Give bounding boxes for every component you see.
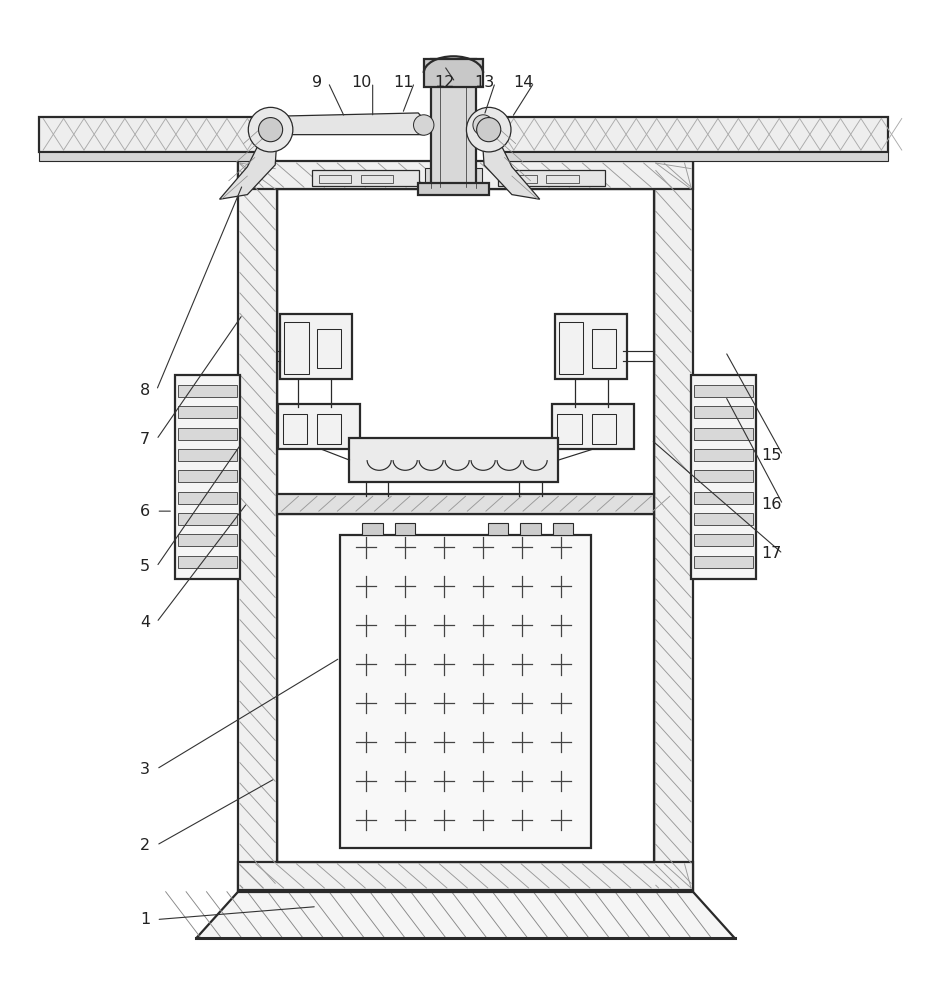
Bar: [38, 152, 271, 161]
Bar: [694, 556, 753, 568]
Bar: [38, 117, 271, 152]
Bar: [654, 161, 693, 890]
Bar: [694, 534, 753, 546]
Bar: [418, 183, 489, 195]
Text: 3: 3: [141, 762, 150, 777]
Circle shape: [259, 118, 283, 142]
Bar: [349, 438, 559, 482]
Bar: [317, 414, 341, 444]
Bar: [277, 189, 654, 494]
Bar: [555, 314, 627, 379]
Bar: [694, 428, 753, 440]
Bar: [691, 375, 756, 579]
Bar: [285, 322, 309, 374]
Bar: [178, 449, 237, 461]
Bar: [178, 534, 237, 546]
Bar: [694, 470, 753, 482]
Bar: [238, 161, 693, 189]
Bar: [694, 492, 753, 504]
Text: 16: 16: [762, 497, 782, 512]
Circle shape: [249, 107, 293, 152]
Bar: [178, 385, 237, 397]
Bar: [505, 175, 537, 183]
Text: 5: 5: [141, 559, 150, 574]
Bar: [278, 404, 359, 449]
Text: 14: 14: [513, 75, 533, 90]
Bar: [318, 175, 351, 183]
Bar: [175, 375, 240, 579]
Polygon shape: [482, 137, 540, 199]
Bar: [592, 329, 616, 368]
Text: 9: 9: [312, 75, 322, 90]
Bar: [694, 513, 753, 525]
Bar: [362, 523, 383, 535]
Text: 1: 1: [141, 912, 151, 927]
Bar: [312, 170, 419, 186]
Bar: [178, 428, 237, 440]
Bar: [694, 406, 753, 418]
Polygon shape: [220, 137, 277, 199]
Text: 4: 4: [141, 615, 150, 630]
Text: 10: 10: [351, 75, 371, 90]
Bar: [238, 161, 277, 890]
Bar: [592, 414, 616, 444]
Circle shape: [477, 118, 501, 142]
Circle shape: [413, 115, 434, 135]
Bar: [360, 175, 393, 183]
Bar: [424, 59, 483, 87]
Bar: [694, 449, 753, 461]
Polygon shape: [478, 113, 493, 135]
Text: 8: 8: [141, 383, 151, 398]
Bar: [560, 322, 584, 374]
Bar: [238, 862, 693, 890]
Polygon shape: [196, 892, 735, 938]
Bar: [340, 535, 591, 848]
Bar: [280, 314, 352, 379]
Circle shape: [473, 115, 493, 135]
Bar: [520, 523, 541, 535]
Bar: [178, 556, 237, 568]
Text: 17: 17: [762, 546, 782, 561]
Bar: [694, 385, 753, 397]
Bar: [277, 514, 654, 862]
Bar: [395, 523, 415, 535]
Bar: [277, 494, 654, 514]
Bar: [178, 492, 237, 504]
Text: 11: 11: [393, 75, 413, 90]
Text: 2: 2: [141, 838, 150, 853]
Bar: [425, 168, 482, 188]
Bar: [489, 152, 888, 161]
Text: 15: 15: [762, 448, 782, 463]
Text: 7: 7: [141, 432, 150, 447]
Bar: [317, 329, 341, 368]
Bar: [552, 404, 633, 449]
Text: 6: 6: [141, 504, 150, 519]
Bar: [488, 523, 508, 535]
Bar: [283, 414, 307, 444]
Bar: [178, 406, 237, 418]
Bar: [431, 59, 476, 187]
Bar: [553, 523, 573, 535]
Text: 13: 13: [474, 75, 494, 90]
Text: 12: 12: [434, 75, 454, 90]
Bar: [178, 513, 237, 525]
Polygon shape: [266, 113, 429, 135]
Bar: [546, 175, 579, 183]
Bar: [178, 470, 237, 482]
Circle shape: [466, 107, 511, 152]
Bar: [489, 117, 888, 152]
Bar: [498, 170, 605, 186]
Bar: [558, 414, 582, 444]
